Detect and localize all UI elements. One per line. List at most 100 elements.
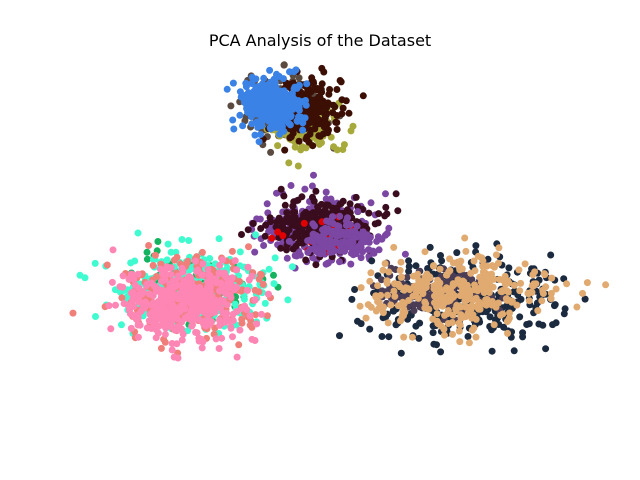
scatter-point-middle-3 bbox=[346, 221, 354, 229]
scatter-point-upper-3 bbox=[256, 119, 263, 127]
scatter-point-middle-2 bbox=[268, 234, 276, 242]
scatter-point-upper-1 bbox=[302, 144, 310, 152]
scatter-point-left-3 bbox=[222, 313, 230, 321]
scatter-point-middle-1 bbox=[290, 198, 298, 206]
scatter-point-right-2 bbox=[377, 291, 385, 299]
scatter-point-right-0 bbox=[415, 334, 423, 342]
scatter-point-middle-3 bbox=[329, 248, 337, 256]
scatter-point-left-3 bbox=[125, 275, 133, 283]
scatter-point-left-2 bbox=[198, 248, 206, 256]
scatter-point-upper-3 bbox=[299, 119, 307, 127]
scatter-point-upper-2 bbox=[338, 96, 346, 104]
scatter-point-right-2 bbox=[362, 314, 370, 322]
scatter-point-right-2 bbox=[465, 291, 473, 299]
scatter-point-left-1 bbox=[236, 248, 244, 256]
scatter-point-left-1 bbox=[231, 300, 239, 308]
scatter-point-upper-3 bbox=[279, 75, 287, 83]
scatter-point-upper-3 bbox=[278, 125, 285, 133]
scatter-point-left-3 bbox=[112, 301, 119, 309]
scatter-point-right-2 bbox=[510, 281, 518, 289]
scatter-point-upper-3 bbox=[259, 100, 266, 108]
scatter-point-middle-3 bbox=[385, 224, 393, 232]
scatter-point-left-3 bbox=[186, 276, 194, 284]
scatter-point-middle-1 bbox=[257, 225, 265, 232]
scatter-point-left-2 bbox=[145, 242, 153, 249]
scatter-point-left-3 bbox=[134, 321, 142, 329]
scatter-point-middle-0 bbox=[382, 190, 389, 198]
scatter-point-upper-3 bbox=[279, 106, 287, 113]
scatter-point-upper-3 bbox=[295, 81, 303, 89]
scatter-point-right-2 bbox=[439, 295, 447, 303]
scatter-point-left-3 bbox=[258, 310, 265, 318]
scatter-point-upper-3 bbox=[229, 79, 237, 87]
scatter-point-left-3 bbox=[199, 294, 207, 302]
scatter-point-middle-1 bbox=[371, 220, 379, 228]
scatter-point-left-3 bbox=[168, 346, 176, 354]
scatter-point-left-1 bbox=[206, 255, 214, 262]
scatter-point-left-3 bbox=[224, 279, 231, 287]
scatter-point-right-0 bbox=[437, 348, 445, 356]
scatter-point-right-0 bbox=[542, 345, 550, 353]
scatter-point-upper-2 bbox=[337, 78, 345, 86]
scatter-point-middle-1 bbox=[280, 192, 288, 200]
scatter-point-left-3 bbox=[105, 302, 113, 310]
scatter-point-middle-1 bbox=[292, 230, 300, 237]
scatter-point-right-2 bbox=[476, 273, 484, 281]
scatter-point-right-0 bbox=[429, 329, 437, 337]
scatter-point-right-2 bbox=[548, 274, 556, 282]
scatter-point-left-3 bbox=[150, 308, 158, 316]
scatter-point-right-2 bbox=[457, 311, 465, 319]
scatter-point-left-3 bbox=[219, 297, 227, 305]
scatter-point-middle-1 bbox=[382, 203, 390, 211]
scatter-point-upper-3 bbox=[265, 91, 273, 99]
scatter-point-left-3 bbox=[172, 311, 179, 319]
scatter-point-left-2 bbox=[103, 261, 111, 269]
scatter-point-right-2 bbox=[384, 319, 392, 327]
scatter-point-upper-2 bbox=[311, 100, 319, 108]
scatter-point-right-2 bbox=[397, 258, 405, 266]
scatter-point-upper-3 bbox=[247, 113, 255, 121]
scatter-point-upper-2 bbox=[326, 86, 334, 93]
scatter-point-left-3 bbox=[228, 274, 236, 282]
scatter-point-upper-2 bbox=[329, 101, 337, 109]
scatter-point-left-3 bbox=[179, 330, 187, 338]
scatter-point-upper-2 bbox=[333, 86, 341, 93]
scatter-point-right-2 bbox=[356, 302, 364, 310]
scatter-point-left-3 bbox=[211, 275, 219, 283]
scatter-point-left-3 bbox=[233, 266, 241, 274]
scatter-point-left-3 bbox=[199, 303, 207, 311]
scatter-point-left-3 bbox=[204, 266, 212, 274]
scatter-point-upper-3 bbox=[277, 99, 285, 107]
scatter-point-left-1 bbox=[91, 259, 99, 267]
scatter-point-middle-3 bbox=[304, 237, 312, 245]
scatter-point-left-2 bbox=[238, 286, 246, 294]
scatter-point-right-2 bbox=[573, 303, 581, 311]
scatter-point-left-1 bbox=[284, 296, 292, 304]
scatter-point-left-3 bbox=[150, 301, 158, 309]
scatter-point-middle-0 bbox=[327, 195, 335, 203]
scatter-point-right-2 bbox=[357, 284, 365, 292]
scatter-point-upper-3 bbox=[290, 68, 298, 76]
scatter-point-left-1 bbox=[288, 263, 296, 271]
scatter-points bbox=[69, 61, 610, 362]
scatter-point-middle-3 bbox=[334, 229, 342, 237]
scatter-point-right-2 bbox=[516, 287, 524, 295]
scatter-point-right-0 bbox=[560, 310, 568, 318]
scatter-point-middle-3 bbox=[373, 237, 381, 245]
scatter-point-left-3 bbox=[211, 308, 219, 316]
scatter-point-left-3 bbox=[125, 305, 133, 313]
scatter-point-left-2 bbox=[153, 272, 161, 280]
scatter-point-right-2 bbox=[421, 248, 429, 256]
scatter-point-upper-2 bbox=[333, 119, 341, 126]
scatter-point-right-2 bbox=[472, 333, 480, 341]
scatter-point-right-1 bbox=[399, 293, 407, 301]
scatter-point-right-2 bbox=[434, 320, 442, 327]
scatter-point-right-2 bbox=[469, 311, 477, 319]
scatter-point-middle-1 bbox=[352, 193, 360, 201]
scatter-point-middle-1 bbox=[300, 211, 308, 218]
scatter-point-middle-0 bbox=[287, 182, 295, 189]
scatter-point-middle-3 bbox=[324, 242, 332, 250]
scatter-point-upper-3 bbox=[255, 138, 263, 146]
scatter-point-middle-1 bbox=[261, 232, 269, 240]
scatter-point-left-3 bbox=[199, 271, 206, 279]
